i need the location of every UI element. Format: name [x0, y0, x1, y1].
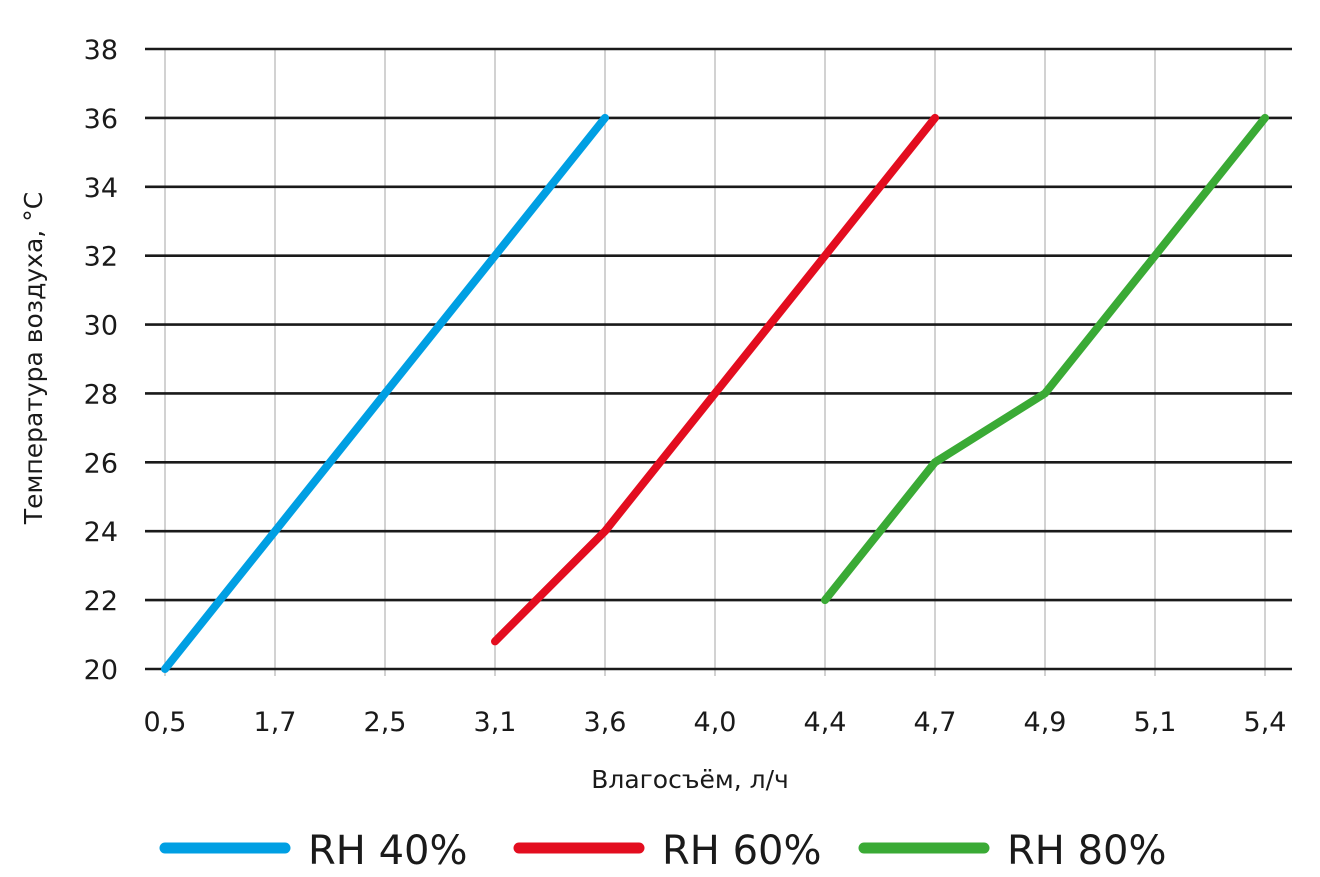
series-lines	[161, 113, 1269, 673]
x-tick-label: 0,5	[144, 707, 187, 738]
legend-label: RH 40%	[308, 828, 468, 874]
x-axis-ticks: 0,5 1,7 2,5 3,1 3,6 4,0 4,4 4,7 4,9 5,1 5,4	[144, 707, 1287, 738]
x-tick-label: 4,7	[914, 707, 957, 738]
legend-item-2: RH 60%	[513, 828, 822, 874]
x-tick-label: 4,9	[1024, 707, 1067, 738]
y-tick-label: 32	[84, 242, 118, 273]
y-tick-label: 38	[84, 35, 118, 66]
x-tick-label: 1,7	[254, 707, 297, 738]
legend-item-1: RH 40%	[159, 828, 468, 874]
y-tick-label: 30	[84, 311, 118, 342]
y-tick-label: 20	[84, 655, 118, 686]
legend-label: RH 80%	[1007, 828, 1167, 874]
legend-label: RH 60%	[662, 828, 822, 874]
x-tick-label: 4,4	[804, 707, 847, 738]
legend: RH 40% RH 60% RH 80%	[159, 828, 1167, 874]
y-tick-label: 36	[84, 104, 118, 135]
y-axis-ticks: 20 22 24 26 28 30 32 34 36 38	[84, 35, 118, 686]
y-tick-label: 28	[84, 379, 118, 410]
x-tick-label: 3,1	[474, 707, 517, 738]
legend-item-3: RH 80%	[858, 828, 1167, 874]
x-tick-label: 3,6	[584, 707, 627, 738]
x-tick-label: 5,4	[1244, 707, 1287, 738]
y-tick-label: 24	[84, 517, 118, 548]
x-tick-label: 4,0	[694, 707, 737, 738]
y-tick-label: 34	[84, 173, 118, 204]
y-tick-label: 22	[84, 586, 118, 617]
y-axis-title: Температура воздуха, °C	[19, 192, 48, 525]
x-axis-title: Влагосъём, л/ч	[591, 765, 789, 794]
y-tick-label: 26	[84, 448, 118, 479]
grid	[145, 47, 1292, 676]
x-tick-label: 2,5	[364, 707, 407, 738]
x-tick-label: 5,1	[1134, 707, 1177, 738]
